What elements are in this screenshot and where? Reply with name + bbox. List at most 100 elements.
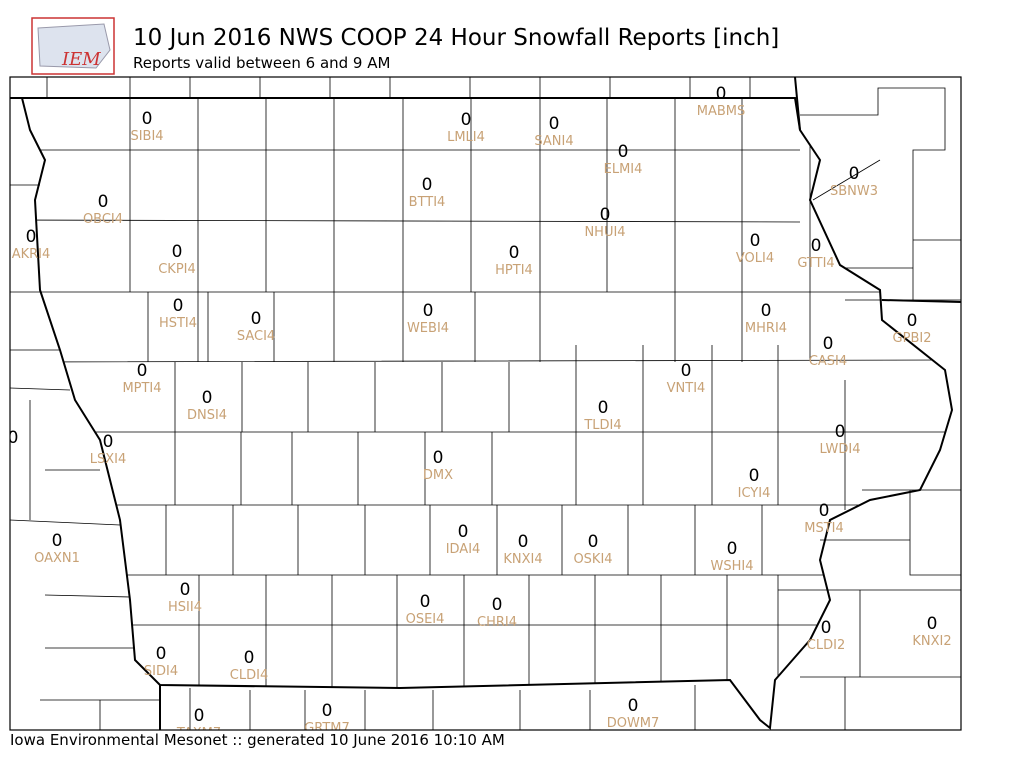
station-id: KNXI4 <box>503 552 542 567</box>
station-value: 0 <box>458 522 469 542</box>
station-id: SIBI4 <box>130 129 163 144</box>
station-value: 0 <box>907 311 918 331</box>
station-value: 0 <box>823 334 834 354</box>
station-id: TLDI4 <box>583 418 621 433</box>
station-value: 0 <box>433 448 444 468</box>
station-value: 0 <box>849 164 860 184</box>
station-id: HPTI4 <box>495 263 533 278</box>
station-id: OSKI4 <box>573 552 612 567</box>
station-value: 0 <box>588 532 599 552</box>
station-id: HSII4 <box>168 600 202 615</box>
station-id: ICYI4 <box>738 486 771 501</box>
station-id: GTTI4 <box>797 256 834 271</box>
station-id: CLDI4 <box>230 668 268 683</box>
station-id: ELMI4 <box>604 162 643 177</box>
station-id: LSXI4 <box>90 452 127 467</box>
station-id: CKPI4 <box>158 262 196 277</box>
station-id: AKRI4 <box>12 247 51 262</box>
station-id: GPBI2 <box>893 331 932 346</box>
station-value: 0 <box>26 227 37 247</box>
station-id: WSHI4 <box>711 559 754 574</box>
stations: 0SIBI40LMLI40SANI40MABMS0ELMI40OBCI40BTT… <box>8 84 952 741</box>
station-id: SACI4 <box>237 329 275 344</box>
station-id: LMLI4 <box>447 130 485 145</box>
station-value: 0 <box>819 501 830 521</box>
station-id: OBCI4 <box>83 212 123 227</box>
station-id: WEBI4 <box>407 321 449 336</box>
map: 0SIBI40LMLI40SANI40MABMS0ELMI40OBCI40BTT… <box>8 77 961 741</box>
station-value: 0 <box>423 301 434 321</box>
logo-text: IEM <box>61 49 101 70</box>
station-id: SANI4 <box>534 134 573 149</box>
station-id: SIDI4 <box>144 664 178 679</box>
station-id: MPTI4 <box>122 381 161 396</box>
map-frame <box>9 76 962 731</box>
station-value: 0 <box>492 595 503 615</box>
title: 10 Jun 2016 NWS COOP 24 Hour Snowfall Re… <box>133 25 779 51</box>
station-id: SBNW3 <box>830 184 878 199</box>
footer: Iowa Environmental Mesonet :: generated … <box>10 731 505 749</box>
station-value: 0 <box>628 696 639 716</box>
station-id: CLDI2 <box>807 638 845 653</box>
station-value: 0 <box>194 706 205 726</box>
station-value: 0 <box>598 398 609 418</box>
station-value: 0 <box>927 614 938 634</box>
station-value: 0 <box>172 242 183 262</box>
station-id: LWDI4 <box>819 442 860 457</box>
station-value: 0 <box>98 192 109 212</box>
station-id: MSTI4 <box>804 521 844 536</box>
station-value: 0 <box>173 296 184 316</box>
station-value: 0 <box>549 114 560 134</box>
station-id: GRTM7 <box>304 721 350 736</box>
subtitle: Reports valid between 6 and 9 AM <box>133 54 390 72</box>
station-value: 0 <box>600 205 611 225</box>
station-id: VOLI4 <box>736 251 774 266</box>
station-id: NHUI4 <box>584 225 625 240</box>
station-value: 0 <box>749 466 760 486</box>
station-value: 0 <box>681 361 692 381</box>
station-value: 0 <box>142 109 153 129</box>
station-id: CASI4 <box>809 354 847 369</box>
station-id: MHRI4 <box>745 321 787 336</box>
station-value: 0 <box>244 648 255 668</box>
station-value: 0 <box>761 301 772 321</box>
station-value: 0 <box>509 243 520 263</box>
station-value: 0 <box>420 592 431 612</box>
station-value: 0 <box>52 531 63 551</box>
station-id: TAXM7 <box>176 726 221 741</box>
station-value: 0 <box>518 532 529 552</box>
station-value: 0 <box>716 84 727 104</box>
station-id: MABMS <box>697 104 746 119</box>
station-value: 0 <box>821 618 832 638</box>
state-borders <box>10 77 961 730</box>
station-value: 0 <box>750 231 761 251</box>
station-value: 0 <box>422 175 433 195</box>
station-id: DMX <box>423 468 453 483</box>
station-id: CHRI4 <box>477 615 517 630</box>
station-value: 0 <box>8 428 19 448</box>
station-value: 0 <box>811 236 822 256</box>
iowa-border <box>20 97 954 730</box>
station-value: 0 <box>202 388 213 408</box>
station-value: 0 <box>251 309 262 329</box>
station-value: 0 <box>180 580 191 600</box>
station-id: DNSI4 <box>187 408 227 423</box>
county-lines <box>22 98 950 688</box>
station-value: 0 <box>835 422 846 442</box>
station-id: BTTI4 <box>409 195 446 210</box>
station-value: 0 <box>322 701 333 721</box>
station-value: 0 <box>156 644 167 664</box>
station-value: 0 <box>103 432 114 452</box>
station-value: 0 <box>137 361 148 381</box>
neighbor-boundaries <box>10 77 961 730</box>
station-id: OSEI4 <box>406 612 445 627</box>
station-id: IDAI4 <box>446 542 481 557</box>
station-id: HSTI4 <box>159 316 197 331</box>
station-value: 0 <box>461 110 472 130</box>
station-id: OAXN1 <box>34 551 80 566</box>
logo: IEM <box>31 17 115 75</box>
station-value: 0 <box>727 539 738 559</box>
station-id: KNXI2 <box>912 634 951 649</box>
station-id: DOWM7 <box>607 716 660 731</box>
